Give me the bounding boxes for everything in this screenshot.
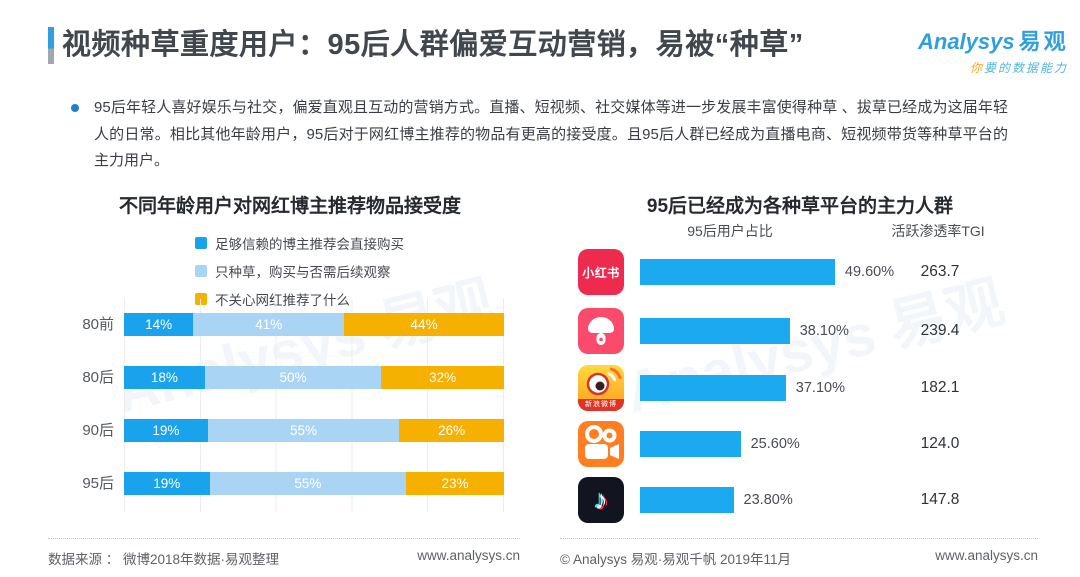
- segment-value: 50%: [279, 370, 307, 385]
- tgi-value: 124.0: [920, 435, 960, 452]
- segment-direct-buy: 14%: [124, 313, 194, 336]
- right-chart-title: 95后已经成为各种草平台的主力人群: [646, 196, 954, 217]
- stacked-bar-row: 95后 19% 55% 23%: [82, 472, 504, 495]
- share-column-header: 95后用户占比: [687, 223, 773, 239]
- segment-dont-care: 23%: [406, 472, 504, 495]
- segment-value: 41%: [255, 317, 283, 332]
- analysys-url: www.analysys.cn: [935, 548, 1038, 563]
- data-source-text: 数据来源 ： 微博2018年数据·易观整理: [48, 552, 280, 567]
- tgi-value: 263.7: [920, 263, 960, 280]
- tgi-value: 239.4: [920, 322, 960, 339]
- legend-item: 足够信赖的博主推荐会直接购买: [195, 229, 404, 257]
- share-value: 37.10%: [795, 380, 845, 396]
- platform-row: 38.10%: [578, 308, 849, 354]
- footer-right: © Analysys 易观·易观千帆 2019年11月 www.analysys…: [560, 538, 1038, 568]
- share-value: 38.10%: [799, 323, 849, 339]
- tgi-value: 147.8: [920, 491, 960, 508]
- platform-row: 23.80%: [578, 477, 793, 523]
- category-label: 95后: [82, 475, 114, 492]
- segment-direct-buy: 19%: [124, 472, 210, 495]
- segment-value: 26%: [438, 423, 466, 438]
- share-bar: [640, 375, 786, 401]
- segment-dont-care: 44%: [344, 313, 504, 336]
- share-bar: [640, 431, 741, 457]
- logo-tagline-rest: 要的数据能力: [983, 61, 1068, 75]
- analysys-logo: Analysys 易观 你要的数据能力: [918, 24, 1068, 76]
- legend-label: 足够信赖的博主推荐会直接购买: [215, 237, 404, 252]
- segment-value: 55%: [294, 476, 322, 491]
- stacked-bar-row: 90后 19% 55% 26%: [82, 419, 505, 442]
- share-value: 25.60%: [750, 436, 800, 452]
- segment-seed-only: 55%: [209, 472, 407, 495]
- xiaohongshu-icon: 小红书: [578, 249, 624, 295]
- segment-value: 32%: [429, 370, 457, 385]
- segment-value: 55%: [290, 423, 318, 438]
- weibo-icon-label: 新浪微博: [578, 399, 624, 411]
- platform-row: 新浪微博 37.10%: [578, 365, 845, 411]
- xiaohongshu-icon-label: 小红书: [582, 265, 620, 280]
- segment-dont-care: 26%: [399, 419, 505, 442]
- share-bar: [640, 259, 835, 285]
- stacked-bar-plot: 80前 14% 41% 44% 80后 18% 50% 32% 90后 19% …: [82, 299, 505, 512]
- tgi-value: 182.1: [920, 379, 960, 396]
- segment-value: 19%: [152, 423, 180, 438]
- segment-seed-only: 55%: [207, 419, 400, 442]
- segment-seed-only: 50%: [204, 366, 382, 389]
- category-label: 90后: [82, 422, 114, 439]
- douyin-icon: [578, 477, 624, 523]
- intro-paragraph: 95后年轻人喜好娱乐与社交，偏爱直观且互动的营销方式。直播、短视频、社交媒体等进…: [94, 99, 1008, 169]
- segment-value: 44%: [410, 317, 438, 332]
- legend-label: 只种草，购买与否需后续观察: [215, 265, 391, 280]
- page-title: 视频种草重度用户：95后人群偏爱互动营销，易被“种草”: [62, 29, 804, 61]
- music-note-icon: [594, 485, 608, 516]
- weibo-icon: 新浪微博: [578, 365, 624, 411]
- kuaishou-icon: [578, 421, 624, 467]
- category-label: 80后: [82, 369, 114, 386]
- stacked-bar-row: 80前 14% 41% 44%: [82, 313, 504, 336]
- copyright-text: © Analysys 易观·易观千帆 2019年11月: [560, 552, 792, 567]
- logo-name: Analysys: [918, 29, 1015, 54]
- segment-value: 23%: [441, 476, 469, 491]
- logo-tagline-accent: 你: [969, 61, 984, 75]
- bullet-icon: [71, 104, 79, 112]
- left-chart-title: 不同年龄用户对网红博主推荐物品接受度: [118, 196, 461, 217]
- tgi-column-header: 活跃渗透率TGI: [891, 223, 985, 239]
- segment-direct-buy: 18%: [124, 366, 205, 389]
- stacked-bar-row: 80后 18% 50% 32%: [82, 366, 504, 389]
- platform-row: 小红书 49.60%: [578, 249, 894, 295]
- segment-value: 18%: [150, 370, 178, 385]
- title-accent-bar: [48, 27, 54, 64]
- logo-wordmark: Analysys 易观: [918, 24, 1068, 56]
- share-bar: [640, 318, 790, 344]
- platform-row: 25.60%: [578, 421, 800, 467]
- segment-seed-only: 41%: [193, 313, 345, 336]
- legend-item: 只种草，购买与否需后续观察: [195, 257, 404, 285]
- segment-direct-buy: 19%: [124, 419, 208, 442]
- legend-swatch: [195, 265, 207, 277]
- logo-tagline: 你要的数据能力: [918, 59, 1068, 76]
- share-value: 23.80%: [743, 492, 793, 508]
- footer-left: 数据来源 ： 微博2018年数据·易观整理 www.analysys.cn: [48, 538, 520, 568]
- analysys-url: www.analysys.cn: [417, 548, 520, 563]
- share-bar: [640, 487, 734, 513]
- share-value: 49.60%: [844, 264, 895, 280]
- segment-dont-care: 32%: [381, 366, 504, 389]
- mogujie-icon: [578, 308, 624, 354]
- legend-swatch: [195, 237, 207, 249]
- segment-value: 19%: [153, 476, 181, 491]
- logo-name-cn: 易观: [1018, 29, 1069, 54]
- category-label: 80前: [82, 316, 114, 333]
- segment-value: 14%: [145, 317, 173, 332]
